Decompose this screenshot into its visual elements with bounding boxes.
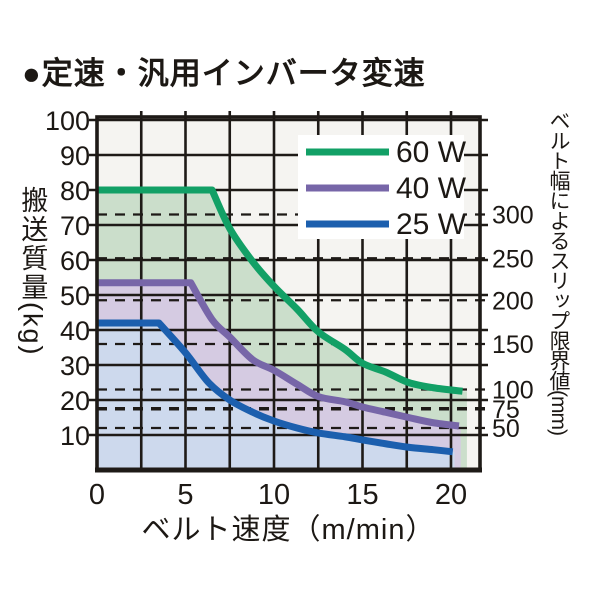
x-axis-label: ベルト速度（m/min） bbox=[141, 514, 436, 546]
y-tick-label: 80 bbox=[60, 176, 90, 206]
slip-limit-tick-label: 150 bbox=[492, 331, 534, 359]
y-tick-label: 20 bbox=[60, 386, 90, 416]
slip-limit-tick-label: 250 bbox=[492, 245, 534, 273]
y-tick-label: 40 bbox=[60, 316, 90, 346]
legend-label: 40 W bbox=[396, 172, 467, 205]
plot-border bbox=[95, 115, 482, 473]
x-tick-label: 20 bbox=[435, 479, 467, 511]
y-tick-label: 30 bbox=[60, 351, 90, 381]
y-axis-label-left: 搬送質量(kg) bbox=[17, 186, 48, 357]
tick-labels: 10 20 30 40 50 60 70 80 90 100 0 5 10 15 20 300 250 200 15… bbox=[45, 106, 534, 511]
y-tick-label: 100 bbox=[45, 106, 90, 136]
slip-limit-tick-label: 50 bbox=[492, 415, 520, 443]
x-tick-label: 10 bbox=[258, 479, 290, 511]
slip-limit-tick-label: 100 bbox=[492, 377, 534, 405]
curve-25w bbox=[97, 319, 454, 456]
slip-limit-tick-label: 200 bbox=[492, 287, 534, 315]
x-tick-label: 0 bbox=[89, 479, 105, 511]
series-curves bbox=[97, 186, 463, 456]
legend-label: 25 W bbox=[396, 208, 467, 241]
y-tick-label: 90 bbox=[60, 141, 90, 171]
slip-limit-tick-label: 75 bbox=[492, 396, 520, 424]
legend: 60 W40 W25 W bbox=[298, 135, 467, 241]
legend-label: 60 W bbox=[396, 136, 467, 169]
y-axis-label-right: ベルト幅によるスリップ限界値(mm) bbox=[547, 110, 570, 435]
curve-60w bbox=[97, 186, 463, 395]
y-tick-label: 10 bbox=[60, 421, 90, 451]
slip-limit-tick-label: 300 bbox=[492, 202, 534, 230]
chart-title: ●定速・汎用インバータ変速 bbox=[22, 56, 426, 91]
curve-40w bbox=[97, 279, 460, 430]
x-tick-label: 15 bbox=[346, 479, 378, 511]
y-tick-label: 70 bbox=[60, 211, 90, 241]
y-tick-label: 50 bbox=[60, 281, 90, 311]
y-tick-label: 60 bbox=[60, 246, 90, 276]
x-tick-label: 5 bbox=[177, 479, 193, 511]
